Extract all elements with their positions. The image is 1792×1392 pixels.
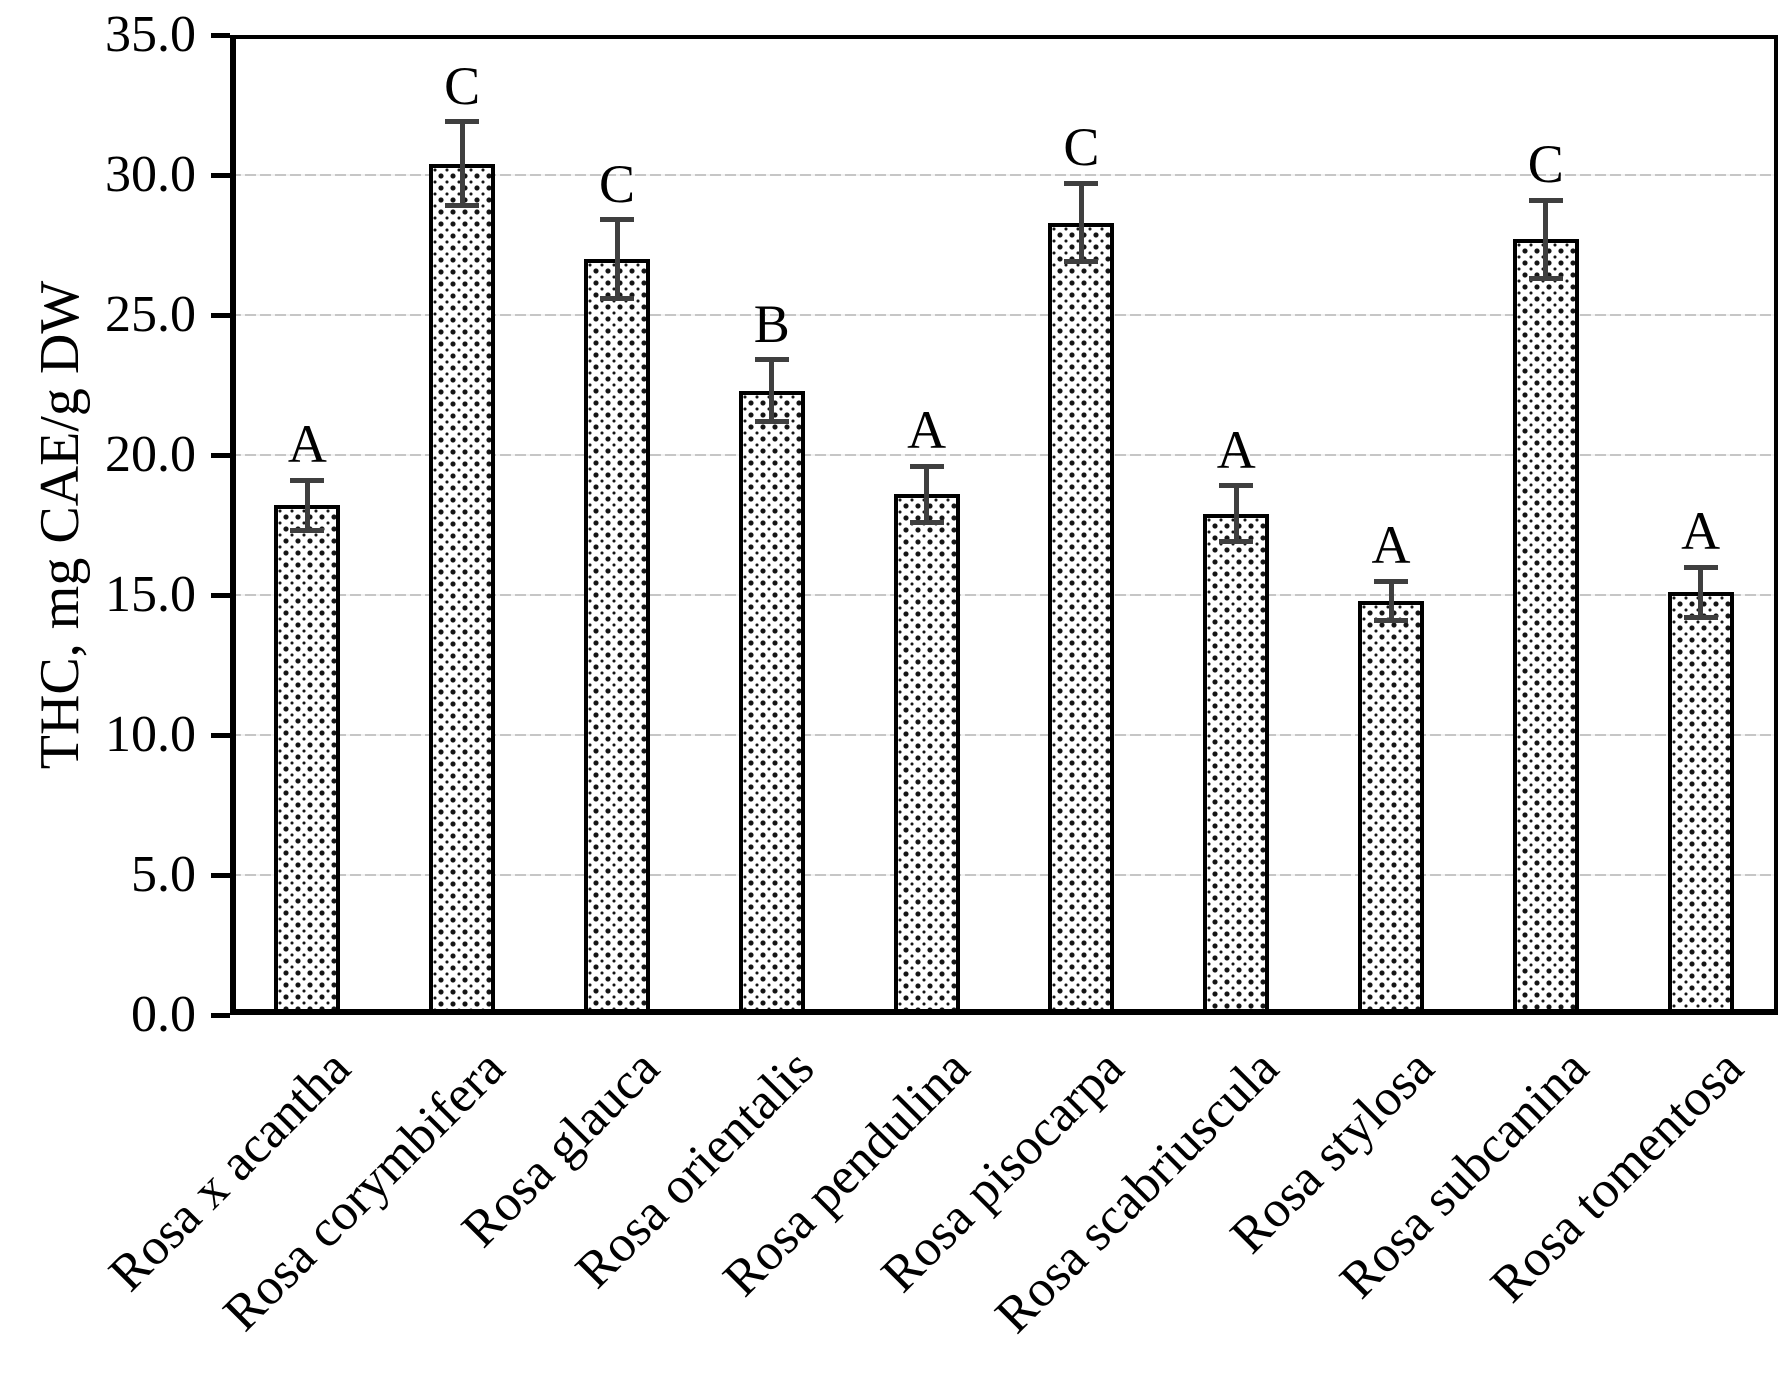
error-bar-line [769, 359, 775, 422]
y-axis-tick-label: 5.0 [131, 846, 196, 903]
error-bar-cap-top [290, 477, 325, 483]
error-bar-cap-bottom [290, 528, 325, 534]
y-axis-tick-label: 30.0 [105, 146, 196, 203]
bar [1512, 239, 1579, 1015]
gridline [230, 734, 1778, 736]
y-axis-tick [211, 32, 230, 38]
error-bar-line [614, 219, 620, 299]
error-bar-cap-top [445, 119, 480, 125]
significance-letter: B [753, 293, 790, 354]
bar [893, 494, 960, 1015]
significance-letter: A [907, 400, 947, 461]
significance-letter: A [287, 414, 327, 475]
y-axis-tick [211, 312, 230, 318]
gridline [230, 874, 1778, 876]
gridline [230, 454, 1778, 456]
error-bar-cap-bottom [1064, 259, 1099, 265]
bar [1667, 592, 1734, 1015]
gridline [230, 594, 1778, 596]
gridline [230, 174, 1778, 176]
significance-letter: C [1063, 117, 1100, 178]
y-axis-tick-label: 25.0 [105, 286, 196, 343]
significance-letter: C [1527, 134, 1564, 195]
bar [738, 390, 805, 1015]
error-bar-cap-bottom [445, 203, 480, 209]
y-axis-tick-label: 20.0 [105, 426, 196, 483]
gridline [230, 314, 1778, 316]
y-axis-tick-label: 15.0 [105, 566, 196, 623]
error-bar-cap-bottom [909, 519, 944, 525]
error-bar-cap-top [1528, 197, 1563, 203]
error-bar-line [304, 480, 310, 531]
error-bar-line [1078, 183, 1084, 262]
y-axis-title: THC, mg CAE/g DW [29, 280, 92, 770]
bar [1203, 513, 1270, 1015]
significance-letter: C [444, 55, 481, 116]
error-bar-cap-top [1064, 180, 1099, 186]
significance-letter: A [1681, 501, 1721, 561]
error-bar-line [1388, 581, 1394, 621]
error-bar-line [459, 121, 465, 206]
significance-letter: C [598, 153, 636, 214]
bar [1358, 600, 1424, 1015]
error-bar-line [1543, 200, 1549, 279]
error-bar-cap-bottom [1219, 539, 1254, 545]
x-axis-label-text: Rosa corymbifera [213, 1039, 516, 1343]
y-axis-tick [211, 592, 230, 598]
y-axis-tick-label: 0.0 [131, 986, 196, 1043]
y-axis-tick-label: 10.0 [105, 706, 196, 763]
error-bar-line [1698, 567, 1704, 618]
error-bar-cap-top [754, 357, 789, 363]
y-axis-tick [211, 732, 230, 738]
bar [584, 259, 650, 1015]
plot-area: A C C B A C A A C A [230, 35, 1778, 1015]
error-bar-cap-bottom [1528, 276, 1563, 282]
error-bar-line [924, 466, 930, 523]
y-axis-tick [211, 172, 230, 178]
error-bar-cap-bottom [600, 295, 634, 301]
bar [429, 163, 496, 1015]
error-bar-cap-bottom [1374, 617, 1408, 623]
bar [1048, 222, 1115, 1015]
error-bar-cap-top [1219, 483, 1254, 489]
error-bar-cap-bottom [1683, 614, 1718, 620]
y-axis-tick [211, 452, 230, 458]
significance-letter: A [1371, 515, 1411, 575]
error-bar-cap-top [909, 463, 944, 469]
error-bar-cap-top [1374, 578, 1408, 584]
error-bar-cap-top [600, 217, 634, 223]
y-axis-tick [211, 1012, 230, 1018]
error-bar-cap-bottom [754, 418, 789, 424]
y-axis-tick-label: 35.0 [105, 6, 196, 63]
error-bar-cap-top [1683, 564, 1718, 570]
error-bar-line [1233, 485, 1239, 542]
significance-letter: A [1216, 419, 1256, 480]
x-axis-label-text: Rosa scabriuscula [985, 1039, 1290, 1345]
y-axis-tick [211, 872, 230, 878]
bar [274, 505, 341, 1015]
